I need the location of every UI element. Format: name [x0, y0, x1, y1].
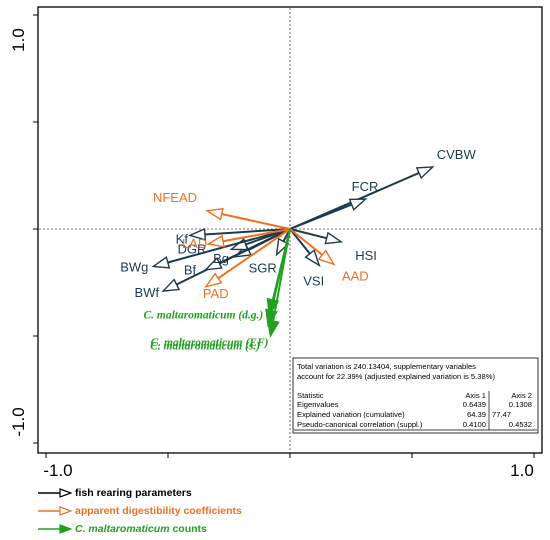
- vector-nfead: [221, 213, 291, 230]
- stats-box: Total variation is 240.13404, supplement…: [292, 357, 539, 434]
- stats-row-name: Explained variation (cumulative): [297, 410, 405, 419]
- stats-column-statistic: Statistic: [297, 391, 324, 400]
- open-arrow-icon: [38, 488, 72, 498]
- label-vsi: VSI: [303, 273, 324, 288]
- arrowhead-hsi: [324, 231, 344, 245]
- stats-row-axis2: 0.4532: [509, 420, 532, 429]
- stats-row-axis2: 0.1308: [509, 400, 532, 409]
- filled-arrow-icon: [38, 524, 72, 534]
- legend-item-digestibility: apparent digestibility coefficients: [38, 502, 242, 520]
- label-bf: Bf: [184, 263, 197, 278]
- vector-layer: [151, 166, 435, 339]
- label-cvbw: CVBW: [437, 147, 477, 162]
- arrowhead-vsi: [304, 249, 321, 267]
- arrowhead-fcr: [348, 198, 368, 211]
- label-bwg: BWg: [120, 259, 148, 274]
- legend: fish rearing parameters apparent digesti…: [38, 484, 242, 538]
- stats-column-axis2: Axis 2: [511, 391, 532, 400]
- arrowhead-bwg: [151, 256, 171, 269]
- stats-column-axis1: Axis 1: [465, 391, 486, 400]
- label-c-maltaromaticum-ef: C. maltaromaticum (EF): [151, 337, 269, 349]
- arrowhead-lad: [206, 234, 225, 248]
- label-pad: PAD: [203, 286, 229, 301]
- label-nfead: NFEAD: [153, 190, 197, 205]
- arrowhead-c-maltaromaticum-s: [265, 308, 278, 328]
- vector-aad: [289, 228, 323, 256]
- stats-box-frame: [292, 357, 539, 434]
- arrowhead-nfead: [205, 207, 224, 221]
- stats-row-axis1: 64.39: [467, 410, 486, 419]
- legend-label-counts-species: C. maltaromaticum: [75, 523, 170, 535]
- label-kf: Kf: [176, 231, 189, 246]
- open-arrow-icon: [38, 506, 72, 516]
- legend-item-counts: C. maltaromaticum counts: [38, 520, 242, 538]
- legend-label-counts: counts: [172, 523, 207, 535]
- y-tick-label-bottom: -1.0: [9, 407, 28, 436]
- x-tick-label-left: -1.0: [43, 461, 72, 480]
- arrowhead-bf: [203, 256, 223, 271]
- legend-label-rearing: fish rearing parameters: [75, 487, 192, 499]
- vector-kf: [204, 228, 291, 236]
- vector-lad: [222, 228, 291, 243]
- label-layer: CVBW FCR HSI VSI Kf Bg DGR BWg BWf Bf SGR NFEAD LAD A…: [120, 147, 476, 352]
- y-tick-label-top: 1.0: [9, 28, 28, 52]
- vector-pad: [217, 228, 291, 280]
- stats-row-name: Eigenvalues: [297, 400, 339, 409]
- label-lad: LAD: [182, 236, 207, 251]
- stats-row-name: Pseudo-canonical correlation (suppl.): [297, 420, 423, 429]
- label-fcr: FCR: [352, 179, 379, 194]
- vector-hsi: [289, 228, 327, 240]
- vector-vsi: [289, 228, 311, 255]
- biplot-chart: 1.0 -1.0 -1.0 1.0 CVBW FCR HSI VSI Kf Bg DGR BW…: [9, 6, 543, 480]
- vector-fcr: [289, 203, 353, 230]
- legend-label-digestibility: apparent digestibility coefficients: [75, 505, 242, 517]
- arrowhead-bwf: [161, 278, 181, 292]
- vector-bf: [218, 228, 291, 265]
- label-c-maltaromaticum-d-g: C. maltaromaticum (d.g.): [143, 310, 263, 322]
- vector-c-maltaromaticum-s: [270, 228, 291, 311]
- vector-bwg: [167, 228, 291, 264]
- label-dgr: DGR: [178, 241, 207, 256]
- arrowhead-kf: [187, 227, 207, 241]
- stats-header-line-2: account for 22.39% (adjusted explained v…: [297, 372, 495, 381]
- label-sgr: SGR: [249, 261, 277, 276]
- stats-row-axis1: 0.4100: [463, 420, 486, 429]
- legend-item-rearing: fish rearing parameters: [38, 484, 242, 502]
- label-hsi: HSI: [355, 248, 377, 263]
- label-bg: Bg: [213, 251, 229, 266]
- label-aad: AAD: [342, 268, 369, 283]
- arrowhead-aad: [317, 249, 336, 266]
- x-tick-label-right: 1.0: [510, 461, 534, 480]
- arrowhead-pad: [204, 272, 223, 288]
- stats-row-axis1: 0.6439: [463, 400, 486, 409]
- arrowhead-c-maltaromaticum-ef: [266, 319, 280, 339]
- label-bwf: BWf: [135, 285, 160, 300]
- stats-row-axis2: 77.47: [492, 410, 511, 419]
- stats-header-line-1: Total variation is 240.13404, supplement…: [297, 362, 476, 371]
- label-c-maltaromaticum-s: C. maltaromaticum (s.): [150, 340, 260, 352]
- arrowhead-sgr: [275, 237, 290, 257]
- arrowhead-cvbw: [415, 166, 435, 180]
